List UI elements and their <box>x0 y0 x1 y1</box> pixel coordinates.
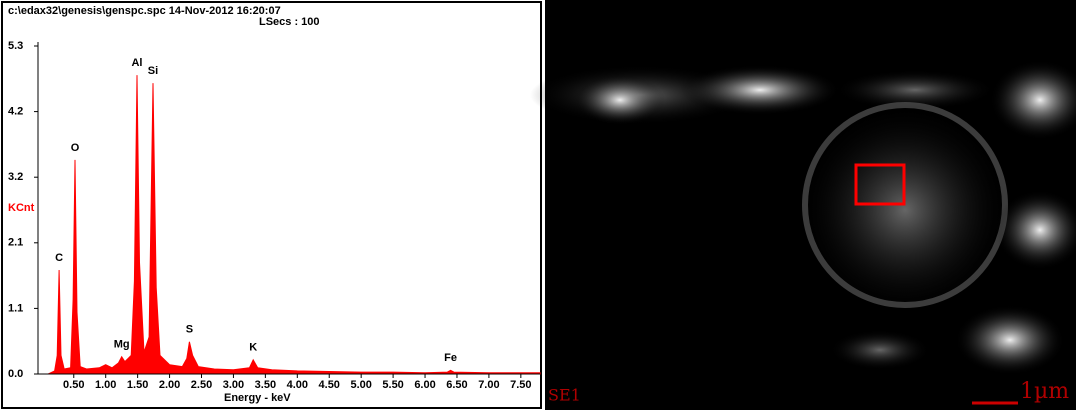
detector-label: SE1 <box>548 386 581 405</box>
peak-label: Al <box>131 57 142 69</box>
peak-label: C <box>55 252 63 264</box>
x-tick-label: 0.50 <box>63 379 84 391</box>
y-label: KCnt <box>8 202 35 214</box>
x-tick-label: 3.50 <box>255 379 276 391</box>
header: c:\edax32\genesis\genspc.spc 14-Nov-2012… <box>8 5 281 17</box>
y-tick-label: 5.3 <box>8 40 23 52</box>
peak-label: S <box>186 324 193 336</box>
scale-bar-label: 1µm <box>1020 379 1069 404</box>
x-tick-label: 3.00 <box>223 379 244 391</box>
page: c:\edax32\genesis\genspc.spc 14-Nov-2012… <box>0 0 1076 410</box>
screen: c:\edax32\genesis\genspc.spc 14-Nov-2012… <box>0 0 1076 410</box>
x-tick-label: 2.50 <box>191 379 212 391</box>
y-tick-label: 0.0 <box>8 368 23 380</box>
peak-label: Mg <box>114 339 130 351</box>
x-tick-label: 2.00 <box>159 379 180 391</box>
y-tick-label: 3.2 <box>8 171 23 183</box>
x-tick-label: 7.00 <box>478 379 499 391</box>
x-tick-label: 1.50 <box>127 379 148 391</box>
y-tick-label: 2.1 <box>8 237 23 249</box>
sem-image <box>530 0 1076 410</box>
x-label: Energy - keV <box>224 392 291 404</box>
peak-label: Fe <box>444 352 457 364</box>
x-tick-label: 1.00 <box>95 379 116 391</box>
y-tick-label: 1.1 <box>8 302 23 314</box>
x-tick-label: 6.50 <box>446 379 467 391</box>
x-tick-label: 6.00 <box>414 379 435 391</box>
peak-label: O <box>71 142 80 154</box>
x-tick-label: 5.50 <box>382 379 403 391</box>
spectrum-panel <box>2 2 541 408</box>
peak-label: K <box>249 342 257 354</box>
x-tick-label: 5.00 <box>350 379 371 391</box>
peak-label: Si <box>148 65 158 77</box>
x-tick-label: 7.50 <box>510 379 531 391</box>
x-tick-label: 4.00 <box>287 379 308 391</box>
subheader: LSecs : 100 <box>259 16 320 28</box>
x-tick-label: 4.50 <box>319 379 340 391</box>
y-tick-label: 4.2 <box>8 106 23 118</box>
